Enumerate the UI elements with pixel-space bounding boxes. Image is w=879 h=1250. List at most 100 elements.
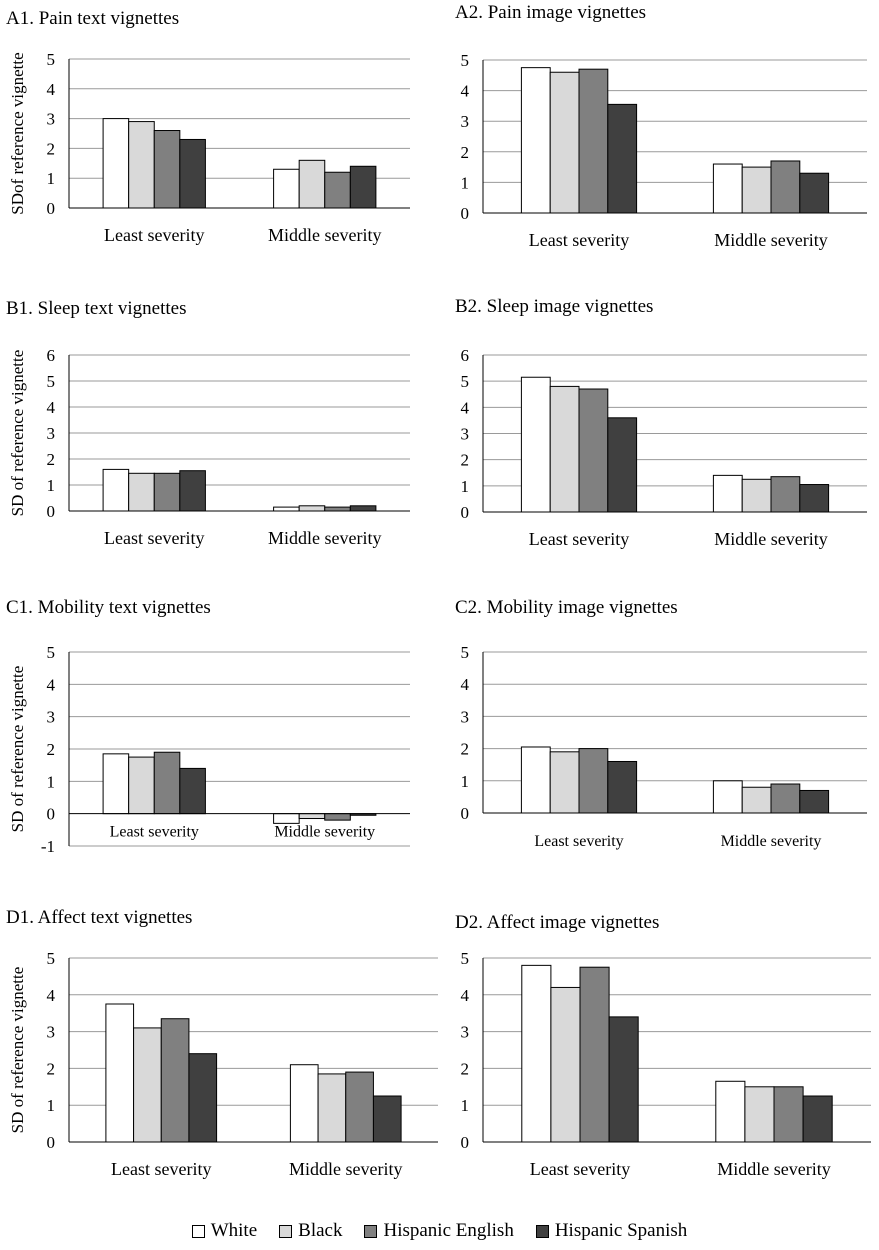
panel-3-bar-hispanic-spanish-least-severity	[179, 470, 206, 512]
panel-4-category-label: Middle severity	[714, 529, 827, 549]
panel-5-y-tick-label: 4	[47, 675, 56, 694]
legend-item-hispanic-english: Hispanic English	[364, 1220, 514, 1242]
panel-1-y-tick-label: 4	[47, 80, 56, 99]
panel-6-bar-white-middle-severity	[712, 780, 743, 814]
panel-7-category-label: Middle severity	[289, 1159, 402, 1179]
panel-6-bar-black-least-severity	[549, 751, 580, 814]
panel-6-bar-black-middle-severity	[741, 786, 772, 814]
panel-5-y-tick-label: 2	[47, 740, 56, 759]
panel-1-y-axis-label: SDof reference vignette	[8, 52, 27, 214]
panel-3-y-tick-label: 0	[47, 502, 56, 521]
panel-2: A2. Pain image vignettes 0 1 2 3 4 5 Least seve…	[455, 2, 867, 250]
panel-1: A1. Pain text vignettes 0 1 2 3 4 5 Least sever…	[6, 8, 410, 245]
panel-1-bar-black-middle-severity	[298, 159, 326, 209]
panel-2-bar-black-least-severity	[549, 71, 580, 214]
panel-4: B2. Sleep image vignettes 0 1 2 3 4 5 6 Least se…	[455, 296, 867, 549]
panel-3-bar-black-least-severity	[128, 472, 155, 512]
panel-1-bar-hispanic-english-least-severity	[153, 130, 181, 209]
panel-4-y-tick-label: 0	[461, 503, 470, 522]
panel-6-y-tick-label: 0	[461, 804, 470, 823]
panel-6-bar-hispanic-english-least-severity	[578, 748, 609, 814]
panel-1-bar-hispanic-english-middle-severity	[324, 171, 351, 209]
panel-6-category-label: Least severity	[534, 833, 623, 850]
panel-5-bar-white-least-severity	[102, 753, 130, 815]
legend-item-black: Black	[279, 1220, 342, 1242]
panel-5-y-tick-label: 0	[47, 805, 56, 824]
panel-1-title: A1. Pain text vignettes	[6, 8, 179, 29]
panel-6-y-tick-label: 5	[461, 643, 470, 662]
panel-2-bar-white-middle-severity	[712, 163, 743, 214]
panel-3-y-tick-label: 5	[47, 372, 56, 391]
legend-label-black: Black	[298, 1220, 343, 1241]
panel-8-category-label: Least severity	[530, 1159, 630, 1179]
panel-4-title: B2. Sleep image vignettes	[455, 296, 653, 317]
panel-4-bar-white-least-severity	[520, 376, 551, 513]
panel-4-y-tick-label: 6	[461, 346, 470, 365]
panel-2-title: A2. Pain image vignettes	[455, 2, 646, 23]
panel-7-y-tick-label: 2	[47, 1059, 56, 1078]
panel-7-y-tick-label: 0	[47, 1133, 56, 1152]
panel-2-y-tick-label: 1	[461, 173, 470, 192]
panel-2-y-tick-label: 5	[461, 51, 470, 70]
panel-4-bar-black-least-severity	[549, 385, 580, 513]
panel-4-y-tick-label: 3	[461, 425, 470, 444]
panel-2-category-label: Middle severity	[714, 230, 827, 250]
panel-3-bar-white-least-severity	[102, 468, 130, 512]
panel-7-bar-hispanic-spanish-middle-severity	[372, 1095, 402, 1143]
panel-4-y-tick-label: 4	[461, 398, 470, 417]
panel-8-bar-white-middle-severity	[715, 1080, 746, 1143]
panel-5-bar-white-middle-severity	[273, 813, 300, 824]
panel-6-bar-white-least-severity	[520, 746, 551, 814]
panel-3: B1. Sleep text vignettes 0 1 2 3 4 5 6 Least sev…	[6, 298, 410, 548]
panel-7-y-axis-label: SD of reference vignette	[8, 967, 27, 1134]
panel-7-y-tick-label: 1	[47, 1096, 56, 1115]
panel-6-title: C2. Mobility image vignettes	[455, 597, 678, 618]
legend-swatch-hispanic-english	[364, 1224, 378, 1238]
panel-6-bar-hispanic-spanish-least-severity	[607, 760, 638, 814]
panel-3-y-tick-label: 3	[47, 424, 56, 443]
panel-5-y-tick-label: 1	[47, 772, 56, 791]
panel-3-category-label: Least severity	[104, 528, 204, 548]
panel-8-y-tick-label: 5	[461, 949, 470, 968]
panel-8-bar-black-middle-severity	[744, 1086, 775, 1143]
panel-1-bar-black-least-severity	[128, 121, 155, 209]
panel-1-y-tick-label: 3	[47, 110, 56, 129]
panel-7-y-tick-label: 3	[47, 1023, 56, 1042]
panel-8-y-tick-label: 1	[461, 1096, 470, 1115]
panel-3-bar-black-middle-severity	[298, 505, 326, 512]
panel-4-bar-hispanic-spanish-least-severity	[607, 417, 638, 513]
panel-1-y-tick-label: 1	[47, 169, 56, 188]
panel-8-bar-white-least-severity	[521, 964, 552, 1143]
panel-4-bar-hispanic-english-middle-severity	[770, 476, 801, 513]
panel-2-y-tick-label: 0	[461, 204, 470, 223]
panel-1-bar-hispanic-spanish-middle-severity	[349, 165, 377, 209]
legend-label-hispanic-english: Hispanic English	[383, 1220, 514, 1241]
panel-5-y-tick-label: 3	[47, 708, 56, 727]
panel-3-title: B1. Sleep text vignettes	[6, 298, 186, 319]
panel-5-bar-black-middle-severity	[298, 813, 326, 820]
panel-1-y-tick-label: 0	[47, 199, 56, 218]
panel-8-bar-black-least-severity	[550, 986, 581, 1143]
panel-4-bar-white-middle-severity	[712, 474, 743, 513]
panel-1-bar-hispanic-spanish-least-severity	[179, 138, 206, 209]
panel-2-bar-hispanic-english-least-severity	[578, 68, 609, 214]
panel-3-y-tick-label: 2	[47, 450, 56, 469]
panel-7-bar-hispanic-spanish-least-severity	[188, 1053, 218, 1143]
panel-8-bar-hispanic-english-least-severity	[579, 966, 610, 1143]
panel-7-bar-hispanic-english-middle-severity	[345, 1071, 374, 1143]
panel-1-bar-white-middle-severity	[273, 168, 300, 209]
panel-4-y-tick-label: 5	[461, 372, 470, 391]
panel-5: C1. Mobility text vignettes -1 0 1 2 3 4 5 Least…	[6, 597, 410, 856]
panel-7-bar-white-least-severity	[105, 1003, 135, 1143]
panel-3-bar-white-middle-severity	[273, 506, 300, 512]
panel-8: D2. Affect image vignettes 0 1 2 3 4 5 Least se…	[455, 912, 871, 1179]
panel-6-bar-hispanic-spanish-middle-severity	[799, 789, 830, 814]
panel-8-bar-hispanic-spanish-middle-severity	[802, 1095, 833, 1143]
panel-7-title: D1. Affect text vignettes	[6, 907, 192, 928]
panel-5-bar-hispanic-english-middle-severity	[324, 813, 351, 821]
panel-3-category-label: Middle severity	[268, 528, 381, 548]
panel-5-category-label: Middle severity	[274, 824, 375, 841]
panel-7-bar-hispanic-english-least-severity	[160, 1018, 190, 1143]
panel-8-y-tick-label: 2	[461, 1059, 470, 1078]
